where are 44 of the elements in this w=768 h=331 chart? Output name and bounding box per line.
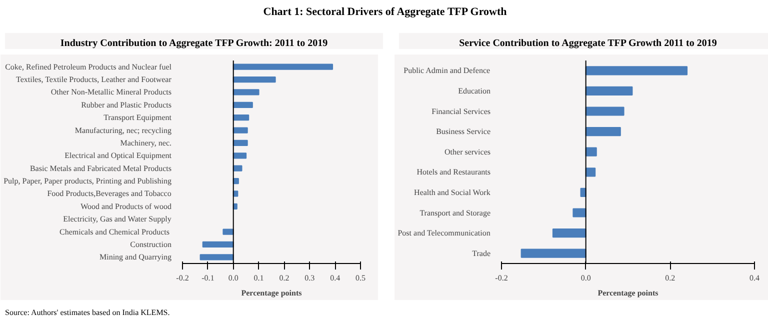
y-tick-label: Electricity, Gas and Water Supply	[63, 214, 172, 224]
caption: Chart 1: Sectoral Drivers of Aggregate TFP Growth	[263, 5, 507, 20]
y-tick-label: Mining and Quarrying	[100, 252, 172, 262]
y-tick-label: Wood and Products of wood	[80, 202, 172, 211]
y-tick-label: Health and Social Work	[414, 188, 490, 197]
x-tick-label: 0.4	[750, 273, 760, 282]
y-tick-label: Transport Equipment	[104, 112, 172, 122]
y-tick-label: Machinery, nec.	[120, 138, 172, 148]
x-axis-title: Percentage points	[598, 288, 658, 298]
y-tick-label: Business Service	[436, 126, 491, 136]
x-tick-label: 0.0	[580, 273, 591, 282]
y-tick-label: Coke, Refined Petroleum Products and Nuclear fuel	[5, 62, 172, 72]
y-tick-label: Pulp, Paper, Paper products, Printing and Publishing	[4, 176, 172, 186]
x-tick-label: 0.2	[279, 273, 290, 282]
y-tick-label: Transport and Storage	[420, 208, 491, 217]
chart-title: Industry Contribution to Aggregate TFP Growth: 2011 to 2019	[60, 36, 328, 51]
y-tick-label: Construction	[130, 240, 172, 249]
x-tick-label: 0.1	[254, 273, 264, 282]
x-tick-label: 0.0	[228, 273, 238, 282]
x-tick-label: 0.2	[665, 273, 676, 282]
y-tick-label: Rubber and Plastic Products	[81, 100, 172, 110]
y-tick-label: Manufacturing, nec; recycling	[74, 125, 172, 134]
y-tick-label: Other services	[444, 147, 491, 156]
y-tick-label: Public Admin and Defence	[404, 66, 491, 75]
x-axis-title: Percentage points	[241, 288, 302, 298]
y-tick-label: Trade	[472, 248, 491, 258]
y-tick-label: Chemicals and Chemical Products	[60, 226, 170, 236]
y-tick-label: Education	[458, 86, 491, 96]
x-tick-label: -0.2	[495, 273, 508, 282]
y-tick-label: Textiles, Textile Products, Leather and Footwear	[16, 74, 172, 84]
y-tick-label: Electrical and Optical Equipment	[64, 150, 172, 160]
y-tick-label: Other Non-Metallic Mineral Products	[50, 87, 172, 96]
y-tick-label: Food Products,Beverages and Tobacco	[47, 188, 172, 198]
x-tick-label: -0.1	[202, 273, 214, 282]
x-tick-label: -0.2	[176, 273, 189, 282]
y-tick-label: Hotels and Restaurants	[416, 167, 491, 176]
source-note: Source: Authors' estimates based on India KLEMS.	[5, 306, 170, 318]
x-tick-label: 0.3	[304, 273, 315, 282]
x-tick-label: 0.5	[356, 273, 366, 282]
y-tick-label: Basic Metals and Fabricated Metal Products	[30, 164, 172, 173]
y-tick-label: Post and Telecommunication	[398, 228, 490, 238]
y-tick-label: Financial Services	[432, 106, 491, 116]
x-tick-label: 0.4	[330, 273, 340, 282]
chart-title: Service Contribution to Aggregate TFP Growth 2011 to 2019	[459, 36, 717, 51]
